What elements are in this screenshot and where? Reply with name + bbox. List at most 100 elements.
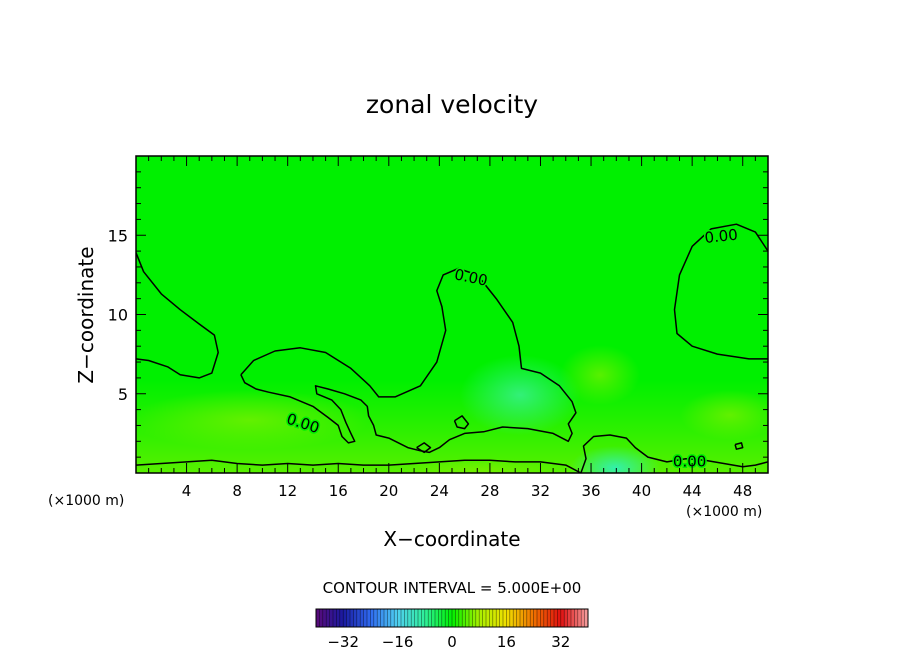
colorbar-cell xyxy=(492,609,497,627)
colorbar-cell xyxy=(373,609,378,627)
field-shading-right xyxy=(680,390,768,440)
contour-label: 0.00 xyxy=(704,226,739,247)
field-shading-center xyxy=(460,355,580,435)
colorbar-cell xyxy=(333,609,337,627)
colorbar-cell xyxy=(506,609,511,627)
colorbar-cell xyxy=(482,609,487,627)
colorbar-cell xyxy=(353,609,358,627)
colorbar-cell xyxy=(564,609,568,627)
colorbar xyxy=(315,608,589,628)
colorbar-cell xyxy=(346,609,351,627)
colorbar-cell xyxy=(438,609,443,627)
colorbar-cell xyxy=(360,609,364,627)
colorbar-cell xyxy=(503,609,507,627)
x-unit-left: (×1000 m) xyxy=(48,493,124,509)
y-axis-ticks: 5 10 15 xyxy=(108,155,768,474)
x-tick-label: 4 xyxy=(182,482,192,500)
colorbar-cell xyxy=(465,609,470,627)
colorbar-cell xyxy=(584,609,589,627)
colorbar-cell xyxy=(394,609,398,627)
colorbar-cell xyxy=(455,609,460,627)
colorbar-cell xyxy=(475,609,480,627)
colorbar-cell xyxy=(516,609,521,627)
colorbar-cell xyxy=(523,609,528,627)
contour-label: 0.00 xyxy=(673,452,706,470)
x-tick-label: 32 xyxy=(531,482,550,500)
colorbar-frame xyxy=(315,608,589,628)
colorbar-cell xyxy=(424,609,429,627)
colorbar-cell xyxy=(367,609,371,627)
colorbar-cell xyxy=(489,609,494,627)
heatmap-field: 0.000.000.000.00 xyxy=(136,156,768,473)
x-tick-label: 40 xyxy=(632,482,651,500)
colorbar-cell xyxy=(384,609,388,627)
x-unit-right: (×1000 m) xyxy=(686,504,762,520)
contour-lines xyxy=(136,223,768,473)
colorbar-cell xyxy=(428,609,432,627)
colorbar-cell xyxy=(448,609,453,627)
y-tick-label: 5 xyxy=(118,385,128,404)
colorbar-tick-label: 16 xyxy=(497,633,516,651)
colorbar-cell xyxy=(418,609,422,627)
x-tick-label: 24 xyxy=(430,482,449,500)
colorbar-cell xyxy=(509,609,514,627)
y-axis-label: Z−coordinate xyxy=(74,246,98,383)
contour-small-loop-2 xyxy=(416,442,432,454)
colorbar-cell xyxy=(479,609,483,627)
colorbar-cell xyxy=(486,609,490,627)
contour-right-lobe xyxy=(673,223,768,360)
contour-bottom-line xyxy=(136,459,582,473)
x-tick-label: 36 xyxy=(581,482,600,500)
colorbar-cell xyxy=(407,609,412,627)
colorbar-cell xyxy=(387,609,392,627)
colorbar-cell xyxy=(550,609,555,627)
colorbar-cell xyxy=(431,609,436,627)
contour-interval-text: CONTOUR INTERVAL = 5.000E+00 xyxy=(323,579,582,597)
colorbar-cell xyxy=(401,609,405,627)
field-shading-lowright xyxy=(570,446,660,473)
colorbar-cell xyxy=(445,609,449,627)
contour-central-tongue xyxy=(240,267,577,454)
colorbar-cell xyxy=(543,609,548,627)
colorbar-cell xyxy=(343,609,347,627)
x-tick-label: 28 xyxy=(480,482,499,500)
colorbar-cell xyxy=(350,609,354,627)
colorbar-cell xyxy=(377,609,381,627)
colorbar-cell xyxy=(581,609,585,627)
colorbar-cell xyxy=(370,609,375,627)
colorbar-cell xyxy=(469,609,473,627)
colorbar-cell xyxy=(496,609,500,627)
colorbar-cell xyxy=(577,609,582,627)
colorbar-tick-label: 0 xyxy=(447,633,457,651)
colorbar-cell xyxy=(435,609,439,627)
x-tick-label: 8 xyxy=(232,482,242,500)
x-tick-label: 12 xyxy=(278,482,297,500)
colorbar-cell xyxy=(560,609,565,627)
colorbar-cell xyxy=(513,609,517,627)
colorbar-cell xyxy=(336,609,341,627)
colorbar-cell xyxy=(414,609,419,627)
contour-left-lobe xyxy=(136,252,219,379)
colorbar-cell xyxy=(533,609,538,627)
colorbar-cell xyxy=(380,609,385,627)
colorbar-cell xyxy=(397,609,402,627)
contour-small-loop-3 xyxy=(734,442,744,450)
x-axis-ticks: 4 8 12 16 20 24 28 32 36 40 44 48 xyxy=(135,156,769,500)
chart-title: zonal velocity xyxy=(366,90,538,119)
colorbar-cell xyxy=(458,609,463,627)
colorbar-cell xyxy=(322,609,327,627)
colorbar-cell xyxy=(554,609,558,627)
colorbar-cell xyxy=(316,609,320,627)
x-axis-label: X−coordinate xyxy=(383,527,520,551)
y-tick-label: 10 xyxy=(108,306,128,325)
colorbar-cell xyxy=(326,609,330,627)
field-shading-mid xyxy=(560,345,640,405)
colorbar-tick-label: 32 xyxy=(551,633,570,651)
x-tick-label: 16 xyxy=(329,482,348,500)
colorbar-cell xyxy=(547,609,551,627)
colorbar-cell xyxy=(472,609,477,627)
colorbar-cell xyxy=(530,609,534,627)
colorbar-cell xyxy=(537,609,541,627)
colorbar-cell xyxy=(499,609,504,627)
